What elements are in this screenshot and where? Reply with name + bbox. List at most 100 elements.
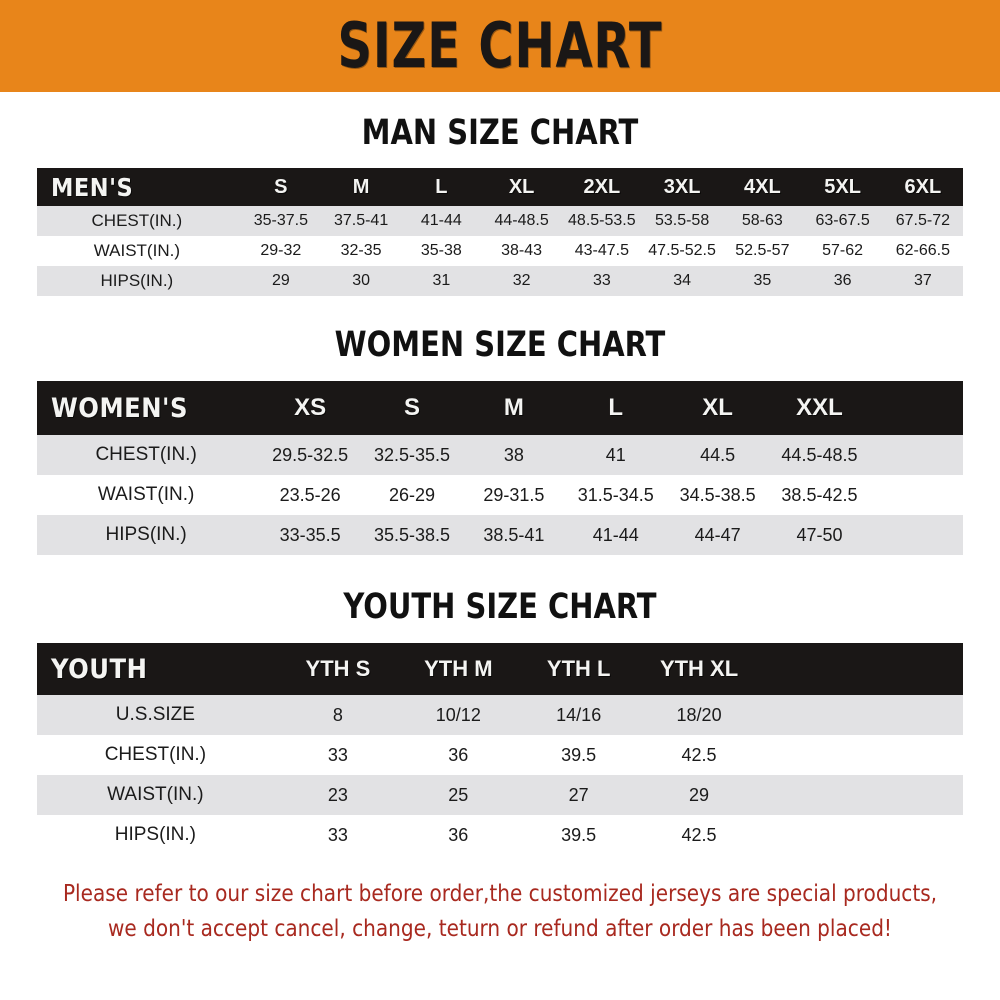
footer-disclaimer: Please refer to our size chart before or… xyxy=(32,877,967,947)
women-row-label-1: CHEST(IN.) xyxy=(37,435,260,475)
women-cell-r2-c6: 38.5-42.5 xyxy=(768,475,871,515)
youth-cell-r2-c2: 36 xyxy=(398,735,519,775)
men-cell-r1-c5: 48.5-53.5 xyxy=(561,206,642,236)
men-table-body: CHEST(IN.) 35-37.5 37.5-41 41-44 44-48.5 48.5… xyxy=(37,206,963,296)
women-cell-r1-c5: 44.5 xyxy=(666,435,769,475)
men-cell-r2-c6: 47.5-52.5 xyxy=(641,236,723,266)
men-size-header-5: 2XL xyxy=(583,175,621,198)
youth-size-header-1: YTH S xyxy=(305,656,371,681)
women-cell-r3-c4: 41-44 xyxy=(564,515,667,555)
youth-cell-r2-c3: 39.5 xyxy=(518,735,639,775)
women-cell-r1-c6: 44.5-48.5 xyxy=(768,435,871,475)
table-row: U.S.SIZE 8 10/12 14/16 18/20 xyxy=(37,695,963,735)
youth-cell-r3-c2: 25 xyxy=(398,775,519,815)
table-row: WAIST(IN.) 23 25 27 29 xyxy=(37,775,963,815)
table-row: CHEST(IN.) 33 36 39.5 42.5 xyxy=(37,735,963,775)
women-size-header-6: XXL xyxy=(796,394,843,421)
youth-cell-r4-c1: 33 xyxy=(277,815,399,855)
men-size-header-8: 5XL xyxy=(824,175,861,198)
youth-cell-r4-c4: 42.5 xyxy=(638,815,760,855)
youth-header-spacer xyxy=(759,643,963,695)
women-table-body: CHEST(IN.) 29.5-32.5 32.5-35.5 38 41 44.5 44.5… xyxy=(37,435,963,555)
youth-size-header-3: YTH L xyxy=(546,656,611,681)
youth-cell-r1-c3: 14/16 xyxy=(518,695,639,735)
women-cell-r2-c5: 34.5-38.5 xyxy=(666,475,769,515)
women-cell-r3-c5: 44-47 xyxy=(666,515,769,555)
youth-cell-spacer-r4 xyxy=(759,815,963,855)
women-size-table: WOMEN'S XS S M L XL XXL CHEST(IN.) 29.5-32.5 32.… xyxy=(37,381,963,555)
youth-cell-spacer-r3 xyxy=(759,775,963,815)
footer-line-2: we don't accept cancel, change, teturn o… xyxy=(107,915,892,942)
youth-corner-label: YOUTH xyxy=(51,653,148,685)
women-cell-r2-c4: 31.5-34.5 xyxy=(564,475,667,515)
women-cell-r1-c4: 41 xyxy=(564,435,667,475)
youth-cell-spacer-r2 xyxy=(759,735,963,775)
section-youth: YOUTH SIZE CHART YOUTH YTH S YTH M YTH L YTH… xyxy=(0,590,1000,855)
women-cell-r1-c1: 29.5-32.5 xyxy=(259,435,362,475)
men-cell-r2-c3: 35-38 xyxy=(401,236,482,266)
men-cell-r3-c4: 32 xyxy=(481,266,562,296)
men-row-label-2: WAIST(IN.) xyxy=(37,236,241,266)
men-cell-r1-c6: 53.5-58 xyxy=(641,206,723,236)
men-row-label-3: HIPS(IN.) xyxy=(37,266,241,296)
men-size-header-6: 3XL xyxy=(663,175,701,198)
men-size-header-7: 4XL xyxy=(744,175,781,198)
men-cell-r2-c5: 43-47.5 xyxy=(561,236,642,266)
youth-table-header-row: YOUTH YTH S YTH M YTH L YTH XL xyxy=(37,643,963,695)
table-row: HIPS(IN.) 29 30 31 32 33 34 35 36 37 xyxy=(37,266,963,296)
youth-row-label-1: U.S.SIZE xyxy=(37,695,278,735)
women-table-header-row: WOMEN'S XS S M L XL XXL xyxy=(37,381,963,435)
men-cell-r1-c1: 35-37.5 xyxy=(240,206,321,236)
men-cell-r1-c7: 58-63 xyxy=(722,206,803,236)
men-cell-r3-c2: 30 xyxy=(320,266,402,296)
men-cell-r1-c4: 44-48.5 xyxy=(481,206,562,236)
page-banner: SIZE CHART xyxy=(0,0,1000,92)
youth-cell-r2-c4: 42.5 xyxy=(638,735,760,775)
women-cell-spacer-r3 xyxy=(870,515,963,555)
youth-cell-r3-c1: 23 xyxy=(277,775,399,815)
women-cell-r2-c3: 29-31.5 xyxy=(462,475,565,515)
women-cell-r3-c3: 38.5-41 xyxy=(462,515,565,555)
men-cell-r3-c9: 37 xyxy=(882,266,963,296)
youth-row-label-4: HIPS(IN.) xyxy=(37,815,278,855)
women-row-label-2: WAIST(IN.) xyxy=(37,475,260,515)
men-cell-r1-c2: 37.5-41 xyxy=(320,206,402,236)
men-cell-r2-c4: 38-43 xyxy=(481,236,562,266)
youth-cell-r4-c3: 39.5 xyxy=(518,815,639,855)
youth-cell-r2-c1: 33 xyxy=(277,735,399,775)
youth-cell-r3-c3: 27 xyxy=(518,775,639,815)
youth-row-label-2: CHEST(IN.) xyxy=(37,735,278,775)
men-cell-r3-c3: 31 xyxy=(401,266,482,296)
table-row: CHEST(IN.) 35-37.5 37.5-41 41-44 44-48.5 48.5… xyxy=(37,206,963,236)
women-cell-r3-c1: 33-35.5 xyxy=(259,515,362,555)
men-cell-r3-c5: 33 xyxy=(561,266,642,296)
men-size-header-1: S xyxy=(274,175,288,198)
men-cell-r3-c8: 36 xyxy=(802,266,883,296)
men-table-head: MEN'S S M L XL 2XL 3XL 4XL 5XL 6XL xyxy=(37,168,963,206)
men-size-header-4: XL xyxy=(508,175,535,198)
women-size-header-1: XS xyxy=(294,394,327,421)
youth-size-header-2: YTH M xyxy=(424,656,493,681)
men-cell-r1-c3: 41-44 xyxy=(401,206,482,236)
table-row: WAIST(IN.) 23.5-26 26-29 29-31.5 31.5-34.5 34… xyxy=(37,475,963,515)
section-title-men: MAN SIZE CHART xyxy=(361,113,639,153)
men-cell-r2-c7: 52.5-57 xyxy=(722,236,803,266)
women-size-header-3: M xyxy=(503,394,524,421)
women-cell-spacer-r1 xyxy=(870,435,963,475)
men-table-header-row: MEN'S S M L XL 2XL 3XL 4XL 5XL 6XL xyxy=(37,168,963,206)
men-corner-label: MEN'S xyxy=(51,172,134,202)
table-row: CHEST(IN.) 29.5-32.5 32.5-35.5 38 41 44.5 44.5… xyxy=(37,435,963,475)
women-corner-label: WOMEN'S xyxy=(51,392,188,424)
youth-cell-r4-c2: 36 xyxy=(398,815,519,855)
women-header-spacer xyxy=(870,381,963,435)
table-row: HIPS(IN.) 33-35.5 35.5-38.5 38.5-41 41-44 44-… xyxy=(37,515,963,555)
women-cell-r1-c3: 38 xyxy=(462,435,565,475)
men-size-table: MEN'S S M L XL 2XL 3XL 4XL 5XL 6XL CHEST(IN.) 35-3… xyxy=(37,168,963,296)
page-title: SIZE CHART xyxy=(337,9,663,82)
section-men: MAN SIZE CHART MEN'S S M L XL 2XL 3XL 4XL 5XL 6XL… xyxy=(0,116,1000,296)
men-size-header-3: L xyxy=(435,175,448,198)
table-row: WAIST(IN.) 29-32 32-35 35-38 38-43 43-47.5 47.… xyxy=(37,236,963,266)
table-row: HIPS(IN.) 33 36 39.5 42.5 xyxy=(37,815,963,855)
men-row-label-1: CHEST(IN.) xyxy=(37,206,241,236)
men-cell-r1-c8: 63-67.5 xyxy=(802,206,883,236)
